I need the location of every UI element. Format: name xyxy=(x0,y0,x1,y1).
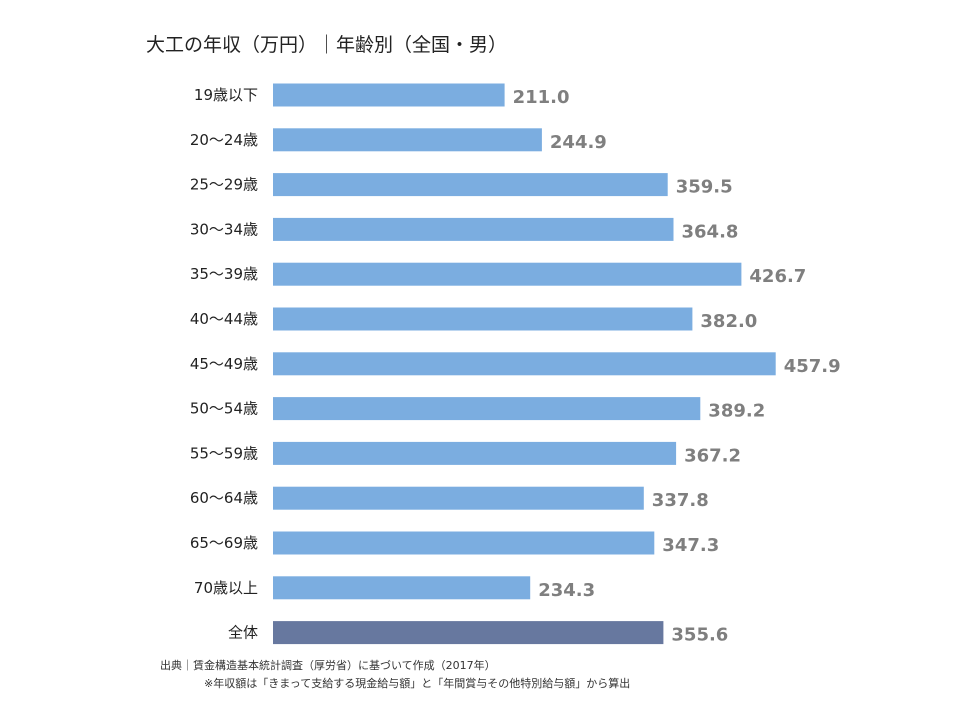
value-label-12: 355.6 xyxy=(671,625,728,646)
value-label-7: 389.2 xyxy=(708,401,765,422)
category-label-10: 65～69歳 xyxy=(190,534,258,552)
value-label-9: 337.8 xyxy=(652,490,709,511)
value-label-6: 457.9 xyxy=(784,356,841,377)
value-label-11: 234.3 xyxy=(538,580,595,601)
category-label-7: 50～54歳 xyxy=(190,400,258,418)
category-label-9: 60～64歳 xyxy=(190,489,258,507)
category-label-2: 25～29歳 xyxy=(190,176,258,194)
bar-2 xyxy=(273,173,668,197)
category-label-8: 55～59歳 xyxy=(190,444,258,462)
bar-8 xyxy=(273,441,677,465)
bar-0 xyxy=(273,83,505,107)
category-label-0: 19歳以下 xyxy=(194,86,258,104)
value-label-1: 244.9 xyxy=(550,132,607,153)
value-label-4: 426.7 xyxy=(749,266,806,287)
bar-5 xyxy=(273,307,693,331)
bar-1 xyxy=(273,128,542,152)
bar-6 xyxy=(273,352,776,376)
bar-12 xyxy=(273,621,664,645)
bar-3 xyxy=(273,217,674,241)
bar-11 xyxy=(273,576,531,600)
value-label-3: 364.8 xyxy=(682,221,739,242)
value-label-5: 382.0 xyxy=(700,311,757,332)
source-note: 出典｜賃金構造基本統計調査（厚労省）に基づいて作成（2017年） xyxy=(160,659,496,672)
category-label-12: 全体 xyxy=(228,624,258,642)
bar-7 xyxy=(273,397,701,421)
bar-9 xyxy=(273,486,644,510)
calculation-note: ※年収額は「きまって支給する現金給与額」と「年間賞与その他特別給与額」から算出 xyxy=(204,677,631,690)
value-label-0: 211.0 xyxy=(513,87,570,108)
value-label-8: 367.2 xyxy=(684,445,741,466)
value-label-2: 359.5 xyxy=(676,177,733,198)
category-label-11: 70歳以上 xyxy=(194,579,258,597)
bars-group: 19歳以下 211.0 20～24歳 244.9 25～29歳 359.5 30～34歳 36… xyxy=(190,83,841,646)
category-label-3: 30～34歳 xyxy=(190,220,258,238)
bar-chart: 19歳以下 211.0 20～24歳 244.9 25～29歳 359.5 30～34歳 36… xyxy=(190,83,841,646)
bar-4 xyxy=(273,262,742,286)
category-label-1: 20～24歳 xyxy=(190,131,258,149)
value-label-10: 347.3 xyxy=(662,535,719,556)
category-label-4: 35～39歳 xyxy=(190,265,258,283)
bar-10 xyxy=(273,531,655,555)
category-label-5: 40～44歳 xyxy=(190,310,258,328)
category-label-6: 45～49歳 xyxy=(190,355,258,373)
chart-title: 大工の年収（万円）｜年齢別（全国・男） xyxy=(146,34,508,56)
